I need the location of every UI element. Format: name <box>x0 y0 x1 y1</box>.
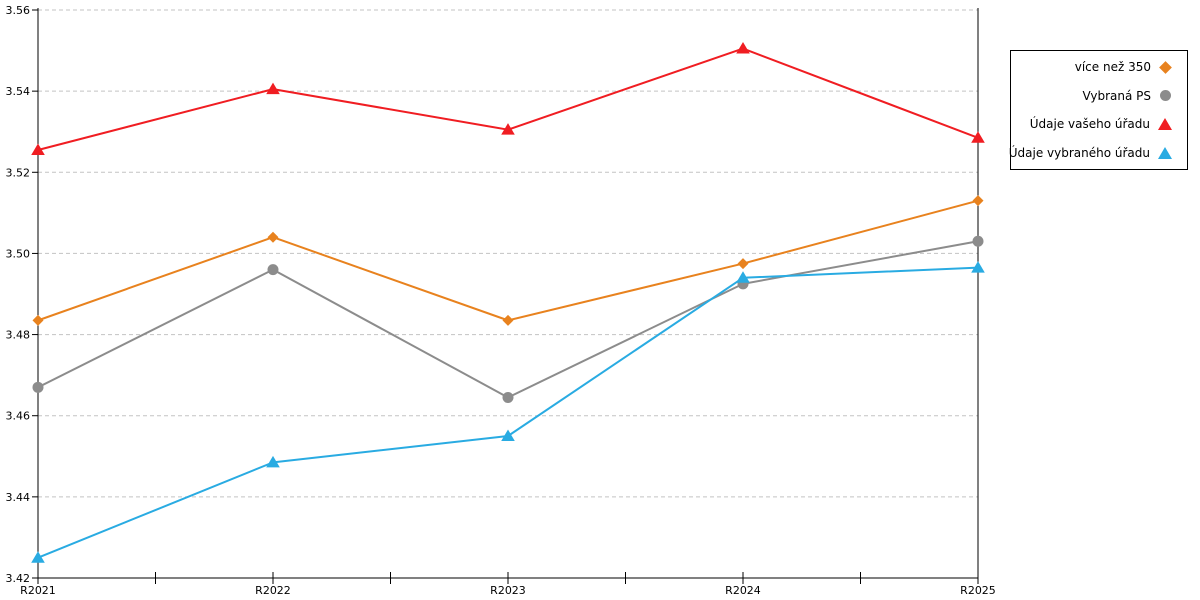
triangle-marker <box>501 429 515 441</box>
legend-item-udaje-vaseho-uradu: Údaje vašeho úřadu <box>1011 110 1187 139</box>
triangle-marker <box>31 143 45 155</box>
triangle-marker <box>736 271 750 283</box>
y-tick-label: 3.52 <box>6 166 31 179</box>
triangle-marker <box>501 123 515 135</box>
y-tick-label: 3.44 <box>6 491 31 504</box>
y-tick-label: 3.50 <box>6 247 31 260</box>
diamond-marker <box>737 258 749 270</box>
legend-label: více než 350 <box>1074 60 1151 75</box>
x-tick-label: R2022 <box>255 584 291 597</box>
legend-item-vybrana-ps: Vybraná PS <box>1011 82 1187 111</box>
legend-item-vice-nez-350: více než 350 <box>1011 53 1187 82</box>
circle-marker <box>972 235 984 247</box>
series-line-3 <box>37 266 979 559</box>
triangle-marker <box>266 455 280 468</box>
x-tick-label: R2025 <box>960 584 996 597</box>
legend-item-udaje-vybraneho-uradu: Údaje vybraného úřadu <box>1008 139 1187 168</box>
y-tick-label: 3.56 <box>6 4 31 17</box>
diamond-icon <box>1159 60 1172 74</box>
y-tick-label: 3.54 <box>6 85 31 98</box>
series-line-2 <box>37 47 979 151</box>
circle-marker <box>502 391 514 403</box>
x-tick-label: R2024 <box>725 584 761 597</box>
circle-icon <box>1160 90 1171 102</box>
diamond-marker <box>32 314 44 326</box>
y-tick-label: 3.42 <box>6 572 31 585</box>
triangle-icon <box>1158 118 1172 131</box>
diamond-marker <box>502 314 514 326</box>
legend-label: Údaje vybraného úřadu <box>1008 145 1150 160</box>
x-tick-label: R2021 <box>20 584 56 597</box>
series-line-0 <box>37 199 979 322</box>
triangle-icon <box>1158 146 1172 159</box>
diamond-marker <box>972 195 984 207</box>
triangle-marker <box>971 131 985 143</box>
legend-label: Vybraná PS <box>1082 88 1151 103</box>
y-tick-label: 3.46 <box>6 410 31 423</box>
circle-marker <box>267 264 279 276</box>
triangle-marker <box>736 42 750 54</box>
triangle-marker <box>266 82 280 95</box>
triangle-marker <box>31 551 45 563</box>
chart-legend: více než 350 Vybraná PS Údaje vašeho úřa… <box>1008 50 1188 170</box>
triangle-marker <box>971 261 985 273</box>
x-tick-label: R2023 <box>490 584 526 597</box>
y-tick-label: 3.48 <box>6 329 31 342</box>
legend-label: Údaje vašeho úřadu <box>1029 117 1150 132</box>
circle-marker <box>32 381 44 393</box>
diamond-marker <box>267 231 279 243</box>
